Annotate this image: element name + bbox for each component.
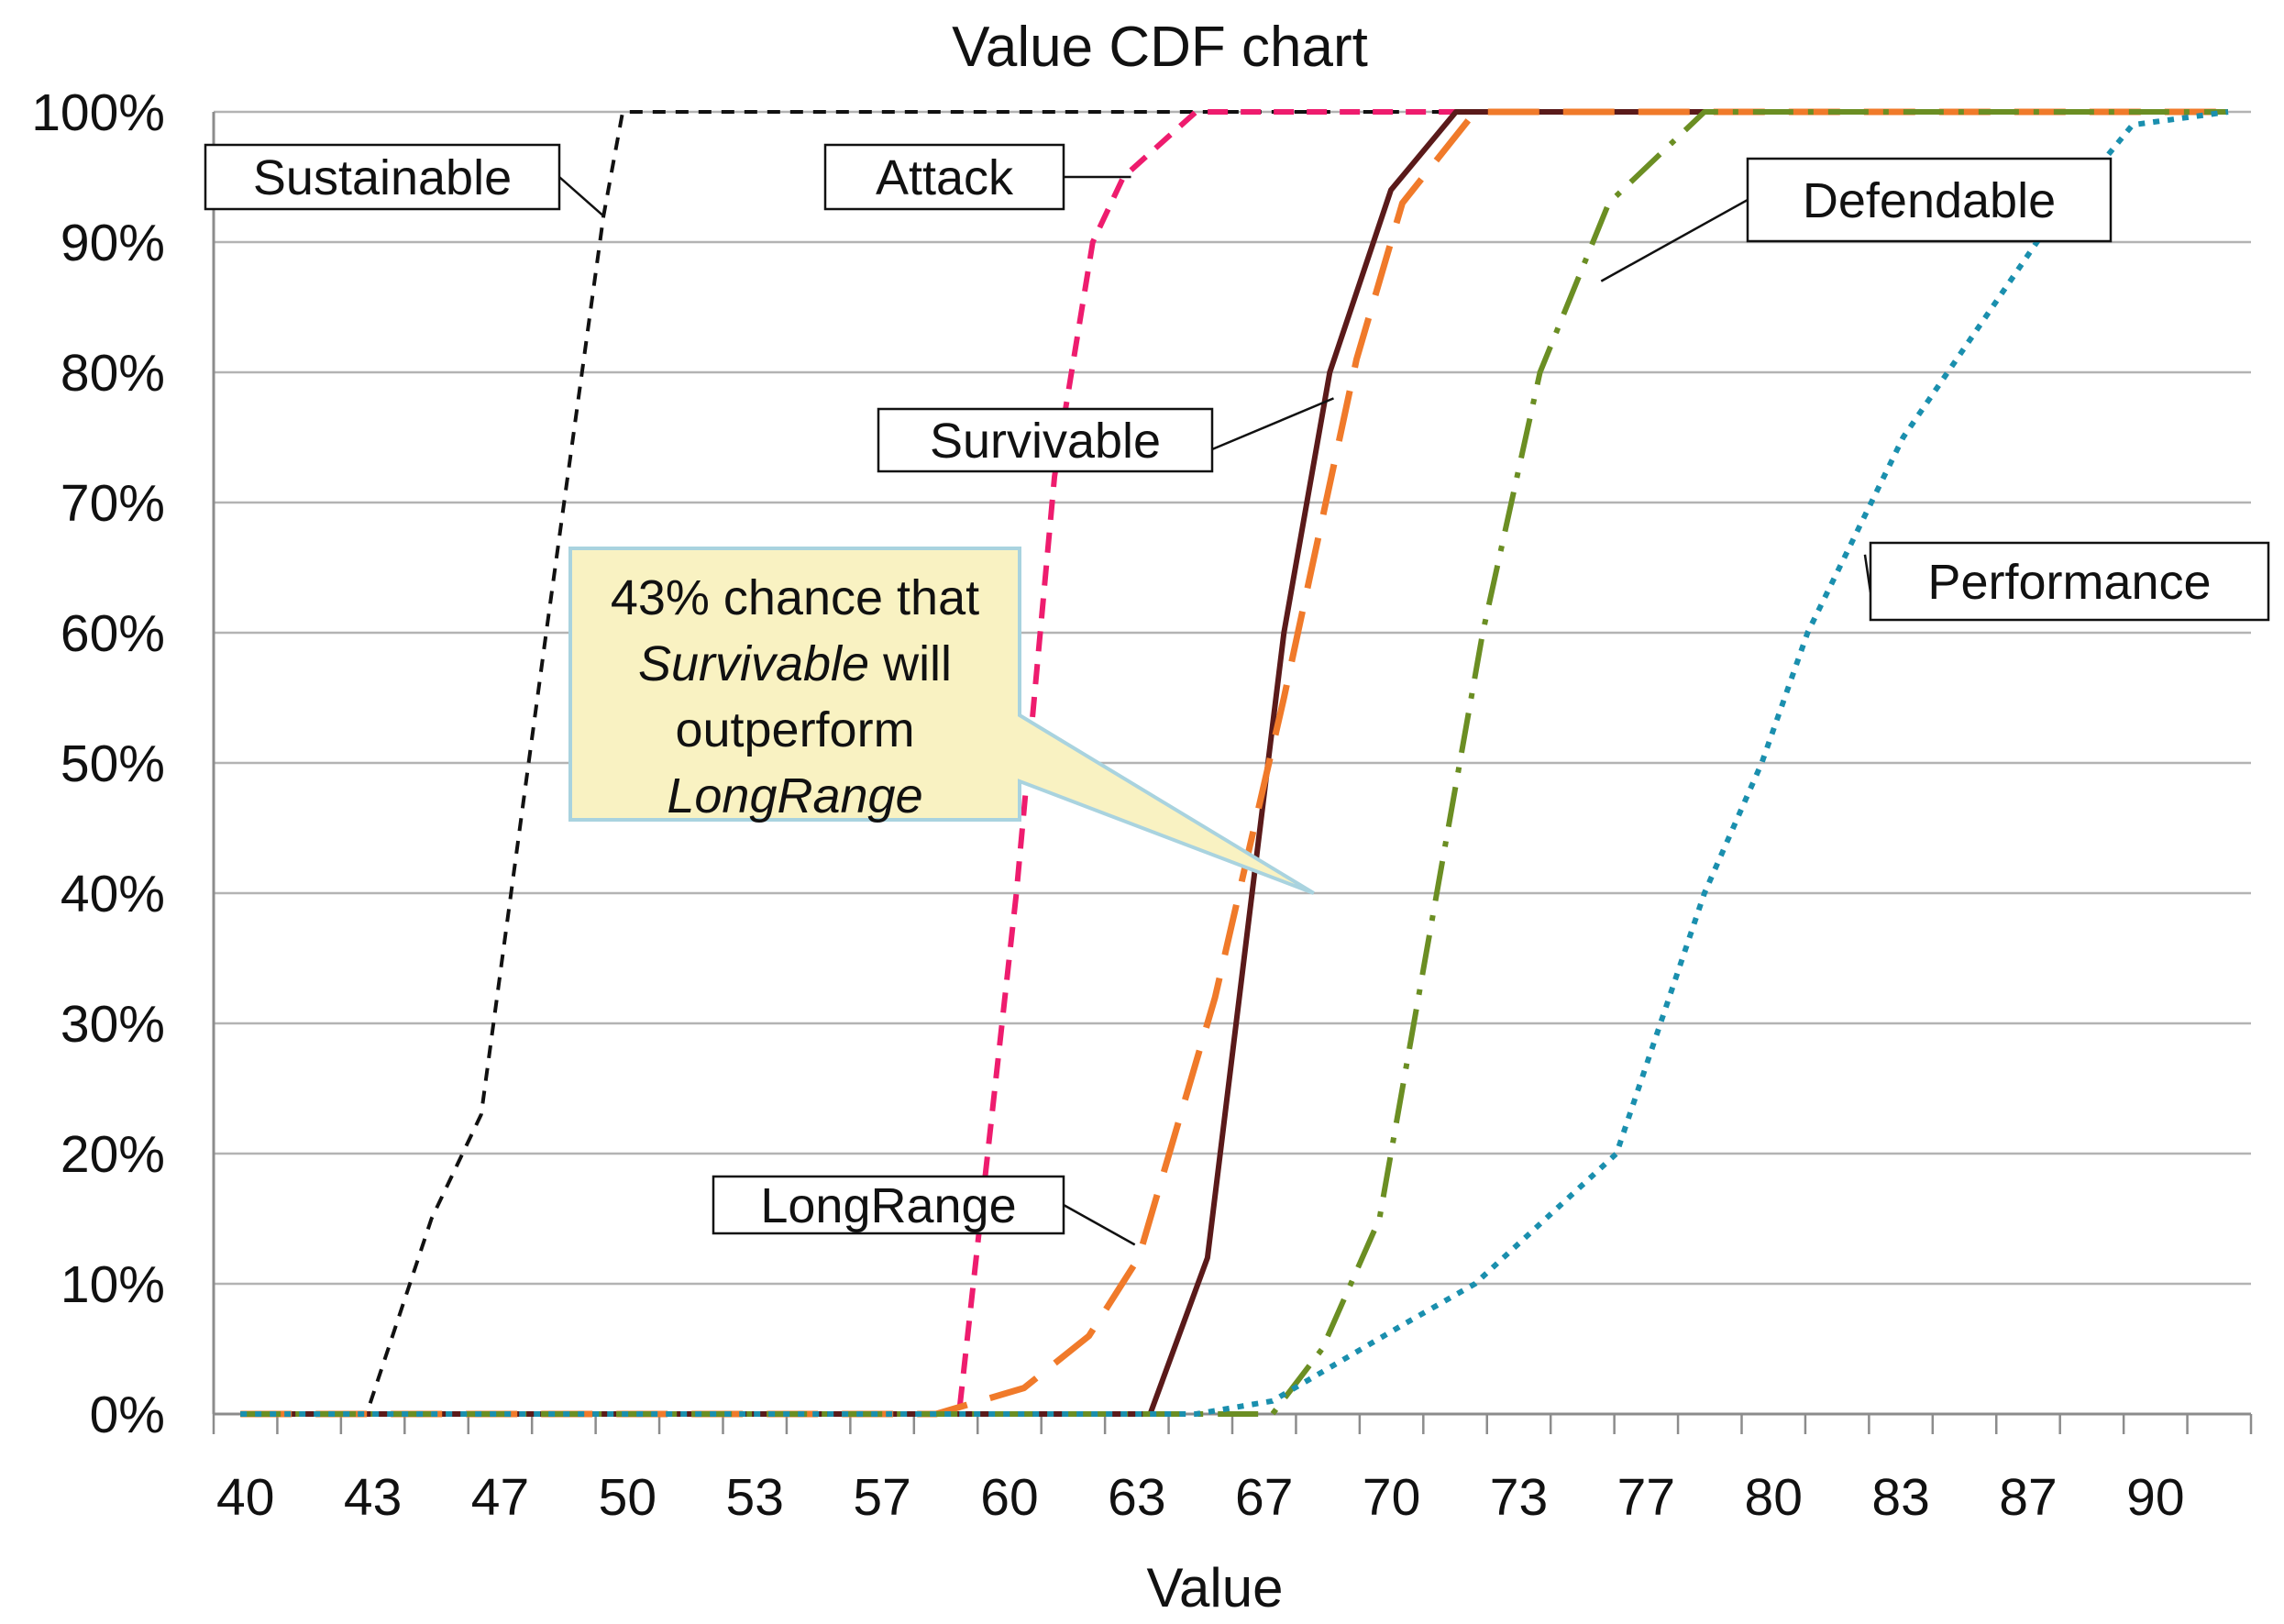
label-box-sustainable [204,143,561,211]
y-tick-label: 40% [61,865,165,923]
label-text-performance: Performance [1927,555,2211,610]
leader-line-survivable [1211,397,1334,451]
y-axis-tick-labels: 0% 10% 20% 30% 40% 50% 60% 70% 80% 90% 100% [31,83,165,1444]
y-tick-label: 20% [61,1125,165,1184]
x-axis-label: Value [1146,1557,1283,1618]
label-box-attack [823,143,1065,211]
x-tick-label: 63 [1108,1468,1165,1527]
y-tick-label: 30% [61,995,165,1054]
leader-line-sustainable [558,176,605,217]
x-tick-label: 83 [1871,1468,1929,1527]
label-text-survivable: Survivable [930,414,1161,469]
series-line-survivable [240,109,2228,1417]
y-tick-label: 0% [90,1386,165,1444]
callout-survivable: Survivable [638,636,869,691]
y-tick-label: 10% [61,1255,165,1314]
callout-line-1: 43% chance that [611,570,979,625]
leader-line-defendable [1600,198,1749,282]
x-axis-tick-labels: 40 43 47 50 53 57 60 63 67 70 73 77 80 83 87 90 [216,1468,2185,1527]
callout-line-4: LongRange [667,768,922,823]
callout-line-2: Survivable will [638,636,952,691]
callout-bubble [568,547,1315,895]
series-line-defendable [240,109,2228,1417]
x-tick-label: 60 [980,1468,1038,1527]
label-box-longrange [712,1175,1065,1235]
label-text-defendable: Defendable [1803,173,2056,228]
y-tick-label: 50% [61,735,165,793]
x-tick-label: 80 [1745,1468,1803,1527]
callout-will: will [869,636,952,691]
x-tick-label: 50 [599,1468,657,1527]
series-line-longrange [240,108,2228,1418]
label-text-attack: Attack [876,150,1014,205]
chart-title: Value CDF chart [952,16,1368,79]
series-labels: Sustainable Attack Survivable LongRange Defe… [204,143,2270,1246]
x-tick-label: 47 [471,1468,529,1527]
y-tick-label: 100% [31,83,165,142]
x-tick-label: 53 [726,1468,784,1527]
x-tick-label: 57 [853,1468,910,1527]
series-line-sustainable [240,110,2228,1416]
x-tick-label: 43 [344,1468,402,1527]
x-tick-label: 77 [1617,1468,1675,1527]
label-box-defendable [1746,157,2113,243]
callout-line-3: outperform [675,702,914,757]
axes [212,112,2253,1434]
x-tick-label: 90 [2126,1468,2184,1527]
x-tick-label: 73 [1490,1468,1548,1527]
series-line-attack [240,109,2228,1417]
annotation-callout: 43% chance that Survivable will outperform… [568,547,1315,895]
y-tick-label: 60% [61,604,165,663]
leader-line-longrange [1063,1203,1136,1246]
x-tick-label: 40 [216,1468,274,1527]
x-tick-label: 87 [1999,1468,2057,1527]
label-text-longrange: LongRange [760,1178,1016,1233]
y-tick-label: 90% [61,214,165,272]
x-tick-label: 70 [1363,1468,1420,1527]
y-tick-label: 80% [61,344,165,403]
x-tick-label: 67 [1235,1468,1293,1527]
label-box-survivable [877,407,1214,473]
label-text-sustainable: Sustainable [253,150,512,205]
y-tick-label: 70% [61,474,165,533]
gridlines [214,110,2251,1416]
label-box-performance [1869,541,2270,622]
